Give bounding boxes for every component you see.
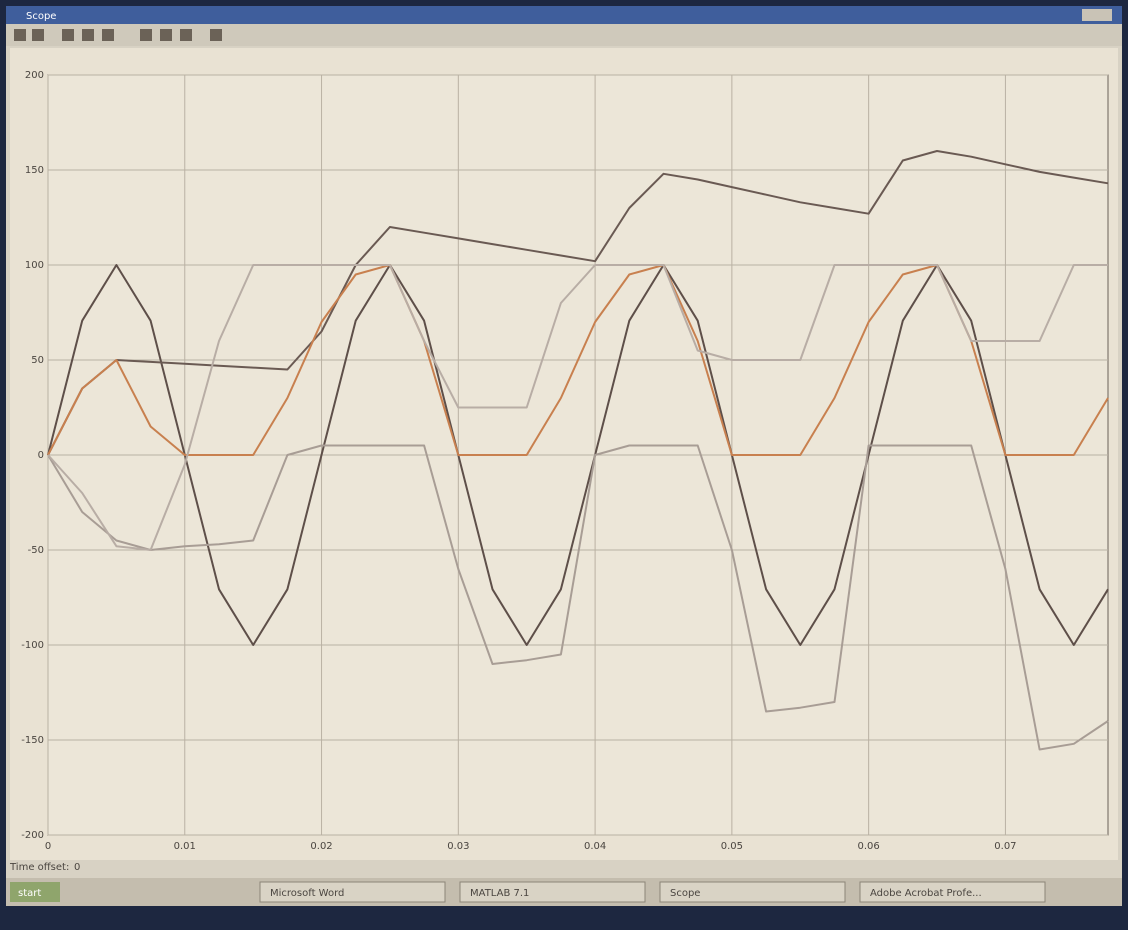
task-button[interactable]: [859, 881, 1046, 903]
y-tick-label: -100: [21, 640, 44, 651]
window-title: Scope: [26, 11, 56, 22]
y-tick-label: 200: [25, 70, 44, 81]
x-tick-label: 0.04: [584, 841, 606, 852]
x-tick-label: 0.06: [858, 841, 880, 852]
task-label: Microsoft Word: [270, 888, 344, 899]
series-line: [47, 264, 1109, 456]
y-tick-label: 50: [31, 355, 44, 366]
toolbar-icons[interactable]: [14, 29, 222, 41]
status-value: 0: [74, 862, 80, 873]
toolbar: [6, 24, 1122, 46]
x-tick-label: 0.01: [174, 841, 196, 852]
x-tick-label: 0.05: [721, 841, 743, 852]
task-label: Adobe Acrobat Profe...: [870, 888, 982, 899]
y-tick-label: 100: [25, 260, 44, 271]
task-button[interactable]: [459, 881, 646, 903]
y-tick-label: -50: [28, 545, 44, 556]
series-line: [47, 264, 1109, 646]
start-button[interactable]: [10, 882, 60, 902]
y-tick-label: -150: [21, 735, 44, 746]
x-tick-label: 0.03: [447, 841, 469, 852]
series-line: [47, 264, 1108, 551]
task-buttons: Microsoft Word MATLAB 7.1 Scope Adobe Acrob…: [259, 881, 1046, 903]
start-label: start: [18, 888, 41, 899]
series-line: [47, 150, 1109, 456]
y-tick-label: 0: [38, 450, 44, 461]
y-tick-label: 150: [25, 165, 44, 176]
status-label: Time offset:: [9, 862, 69, 873]
title-bar: [6, 6, 1122, 24]
task-button[interactable]: [259, 881, 446, 903]
series-line: [47, 444, 1109, 751]
y-tick-label: -200: [21, 830, 44, 841]
task-label: MATLAB 7.1: [470, 888, 529, 899]
task-label: Scope: [670, 888, 700, 899]
plot: -200 -150 -100 -50 0 50 100 150 200 0 0.01 0.02 0.03…: [21, 70, 1109, 852]
x-tick-label: 0: [45, 841, 51, 852]
x-tick-label: 0.02: [310, 841, 332, 852]
x-tick-label: 0.07: [994, 841, 1016, 852]
task-button[interactable]: [659, 881, 846, 903]
window-buttons[interactable]: [1082, 9, 1112, 21]
